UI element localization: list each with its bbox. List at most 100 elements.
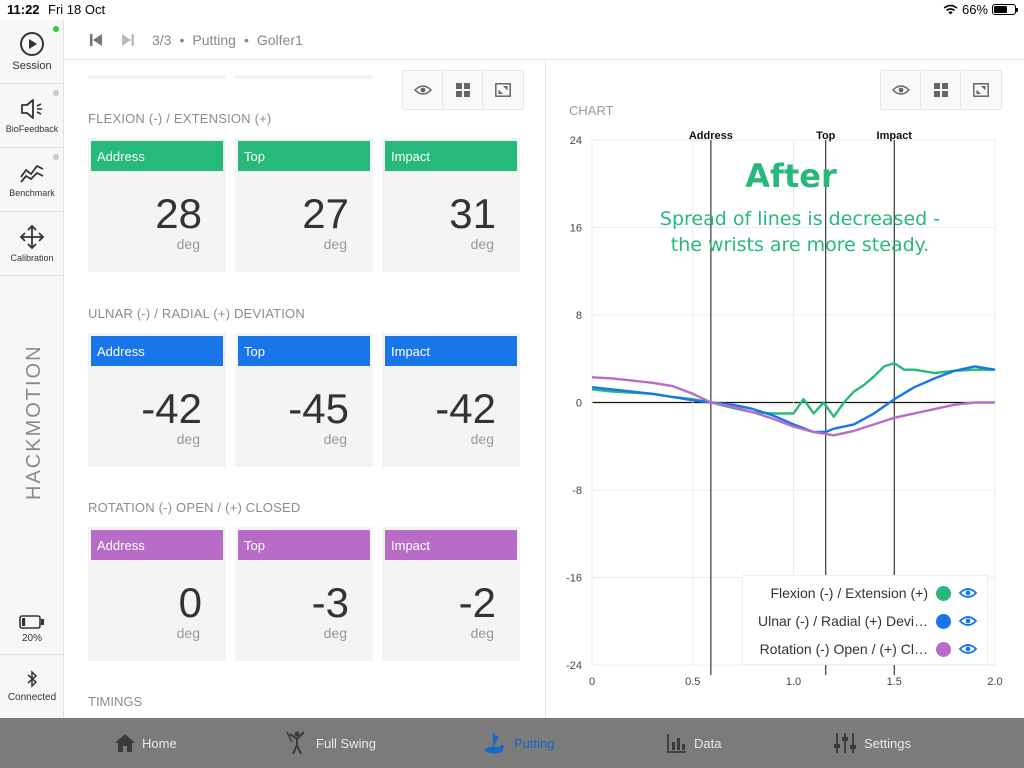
tab-settings[interactable]: Settings <box>832 718 911 768</box>
tab-label: Home <box>142 735 177 751</box>
eye-icon[interactable] <box>959 643 977 655</box>
x-tick-label: 0.5 <box>685 676 700 688</box>
expand-icon <box>495 83 511 97</box>
sidebar-item-label: BioFeedback <box>5 124 59 134</box>
previous-swing-icon[interactable] <box>88 32 104 48</box>
series-line <box>591 376 995 437</box>
card-unit: deg <box>470 431 494 447</box>
session-header: 3/3 • Putting • Golfer1 <box>64 20 1024 60</box>
card-label: Address <box>91 530 223 560</box>
card-label: Address <box>91 336 223 366</box>
legend-swatch <box>936 641 951 657</box>
sidebar-item-session[interactable]: Session <box>0 20 64 84</box>
bar-chart-icon <box>667 734 686 753</box>
tab-full-swing[interactable]: Full Swing <box>284 718 376 768</box>
putting-icon <box>485 733 504 754</box>
tab-data[interactable]: Data <box>666 718 721 768</box>
sidebar-item-label: Calibration <box>10 253 54 263</box>
sidebar-item-calibration[interactable]: Calibration <box>0 212 64 276</box>
chart-panel: CHART 24 16 8 0 -8 -16 -24 0 0.5 1.0 1.5 2.0 Address… <box>545 61 1024 718</box>
battery-icon <box>992 4 1018 15</box>
y-tick-label: -8 <box>572 485 582 497</box>
card-value: 0 <box>178 579 202 626</box>
card-unit: deg <box>323 236 347 252</box>
sidebar-item-biofeedback[interactable]: BioFeedback <box>0 84 64 148</box>
sidebar: Session BioFeedback Benchmark Calibratio… <box>0 20 64 718</box>
annotation-title: After <box>745 157 837 195</box>
card-unit: deg <box>323 431 347 447</box>
breadcrumb-separator: • <box>179 32 185 48</box>
chart-toolbar <box>880 70 1002 110</box>
legend-label: Flexion (-) / Extension (+) <box>770 585 928 601</box>
sidebar-item-benchmark[interactable]: Benchmark <box>0 148 64 212</box>
card-value: -2 <box>458 579 496 626</box>
y-tick-label: 16 <box>570 223 582 235</box>
sensor-battery-label: 20% <box>21 632 42 644</box>
status-date: Fri 18 Oct <box>48 2 106 17</box>
eye-icon[interactable] <box>959 615 977 627</box>
ulnar-impact-card: Impact -42 deg <box>382 333 520 467</box>
legend-swatch <box>936 613 951 629</box>
visibility-button[interactable] <box>403 71 443 109</box>
tab-putting[interactable]: Putting <box>484 718 554 768</box>
grid-view-button[interactable] <box>921 71 961 109</box>
eye-icon[interactable] <box>959 587 977 599</box>
legend-label: Ulnar (-) / Radial (+) Devi… <box>758 613 928 629</box>
play-circle-icon <box>20 32 44 56</box>
card-label: Address <box>91 141 223 171</box>
status-dot <box>53 26 59 32</box>
x-tick-label: 1.5 <box>887 676 902 688</box>
event-marker-label: Top <box>816 130 836 142</box>
grid-view-button[interactable] <box>443 71 483 109</box>
status-bar: 11:22 Fri 18 Oct 66% <box>0 0 1024 20</box>
card-stub <box>88 75 226 79</box>
connection-label: Connected <box>7 692 57 703</box>
expand-button[interactable] <box>483 71 523 109</box>
rotation-address-card: Address 0 deg <box>88 527 226 661</box>
golfer-swing-icon <box>286 731 305 755</box>
sensor-battery: 20% <box>0 604 64 654</box>
ulnar-address-card: Address -42 deg <box>88 333 226 467</box>
move-arrows-icon <box>19 224 45 250</box>
chart-legend: Flexion (-) / Extension (+) Ulnar (-) / … <box>742 575 988 665</box>
card-unit: deg <box>176 625 200 641</box>
bluetooth-icon <box>27 670 38 688</box>
wifi-icon <box>943 4 958 15</box>
y-tick-label: 0 <box>576 398 582 410</box>
x-tick-label: 0 <box>589 676 595 688</box>
next-swing-icon[interactable] <box>120 32 136 48</box>
rotation-impact-card: Impact -2 deg <box>382 527 520 661</box>
breadcrumb-separator: • <box>243 32 249 48</box>
golfer-name: Golfer1 <box>256 32 303 48</box>
visibility-button[interactable] <box>881 71 921 109</box>
chart-title: CHART <box>569 103 614 118</box>
card-value: -3 <box>311 579 349 626</box>
card-value: 27 <box>302 190 349 237</box>
card-unit: deg <box>470 236 494 252</box>
section-title-rotation: ROTATION (-) OPEN / (+) CLOSED <box>88 500 301 515</box>
card-label: Impact <box>385 141 517 171</box>
connection-status[interactable]: Connected <box>0 654 64 718</box>
expand-button[interactable] <box>961 71 1001 109</box>
card-label: Impact <box>385 530 517 560</box>
event-marker-label: Impact <box>877 130 913 142</box>
card-label: Top <box>238 141 370 171</box>
sensor-battery-icon <box>19 614 44 629</box>
status-time: 11:22 <box>7 2 40 17</box>
legend-item-rotation: Rotation (-) Open / (+) Cl… <box>743 635 989 663</box>
eye-icon <box>891 85 910 95</box>
home-icon <box>115 734 135 752</box>
card-value: 31 <box>449 190 496 237</box>
tab-bar: Home Full Swing Putting Data <box>0 718 1024 768</box>
card-unit: deg <box>470 625 494 641</box>
rotation-top-card: Top -3 deg <box>235 527 373 661</box>
tab-home[interactable]: Home <box>114 718 177 768</box>
trend-icon <box>20 164 44 183</box>
flexion-address-card: Address 28 deg <box>88 138 226 272</box>
tab-label: Full Swing <box>316 735 376 751</box>
battery-percent: 66% <box>961 2 988 17</box>
card-unit: deg <box>176 236 200 252</box>
section-title-ulnar: ULNAR (-) / RADIAL (+) DEVIATION <box>88 306 305 321</box>
legend-item-ulnar: Ulnar (-) / Radial (+) Devi… <box>743 607 989 635</box>
y-tick-label: -24 <box>566 660 582 672</box>
